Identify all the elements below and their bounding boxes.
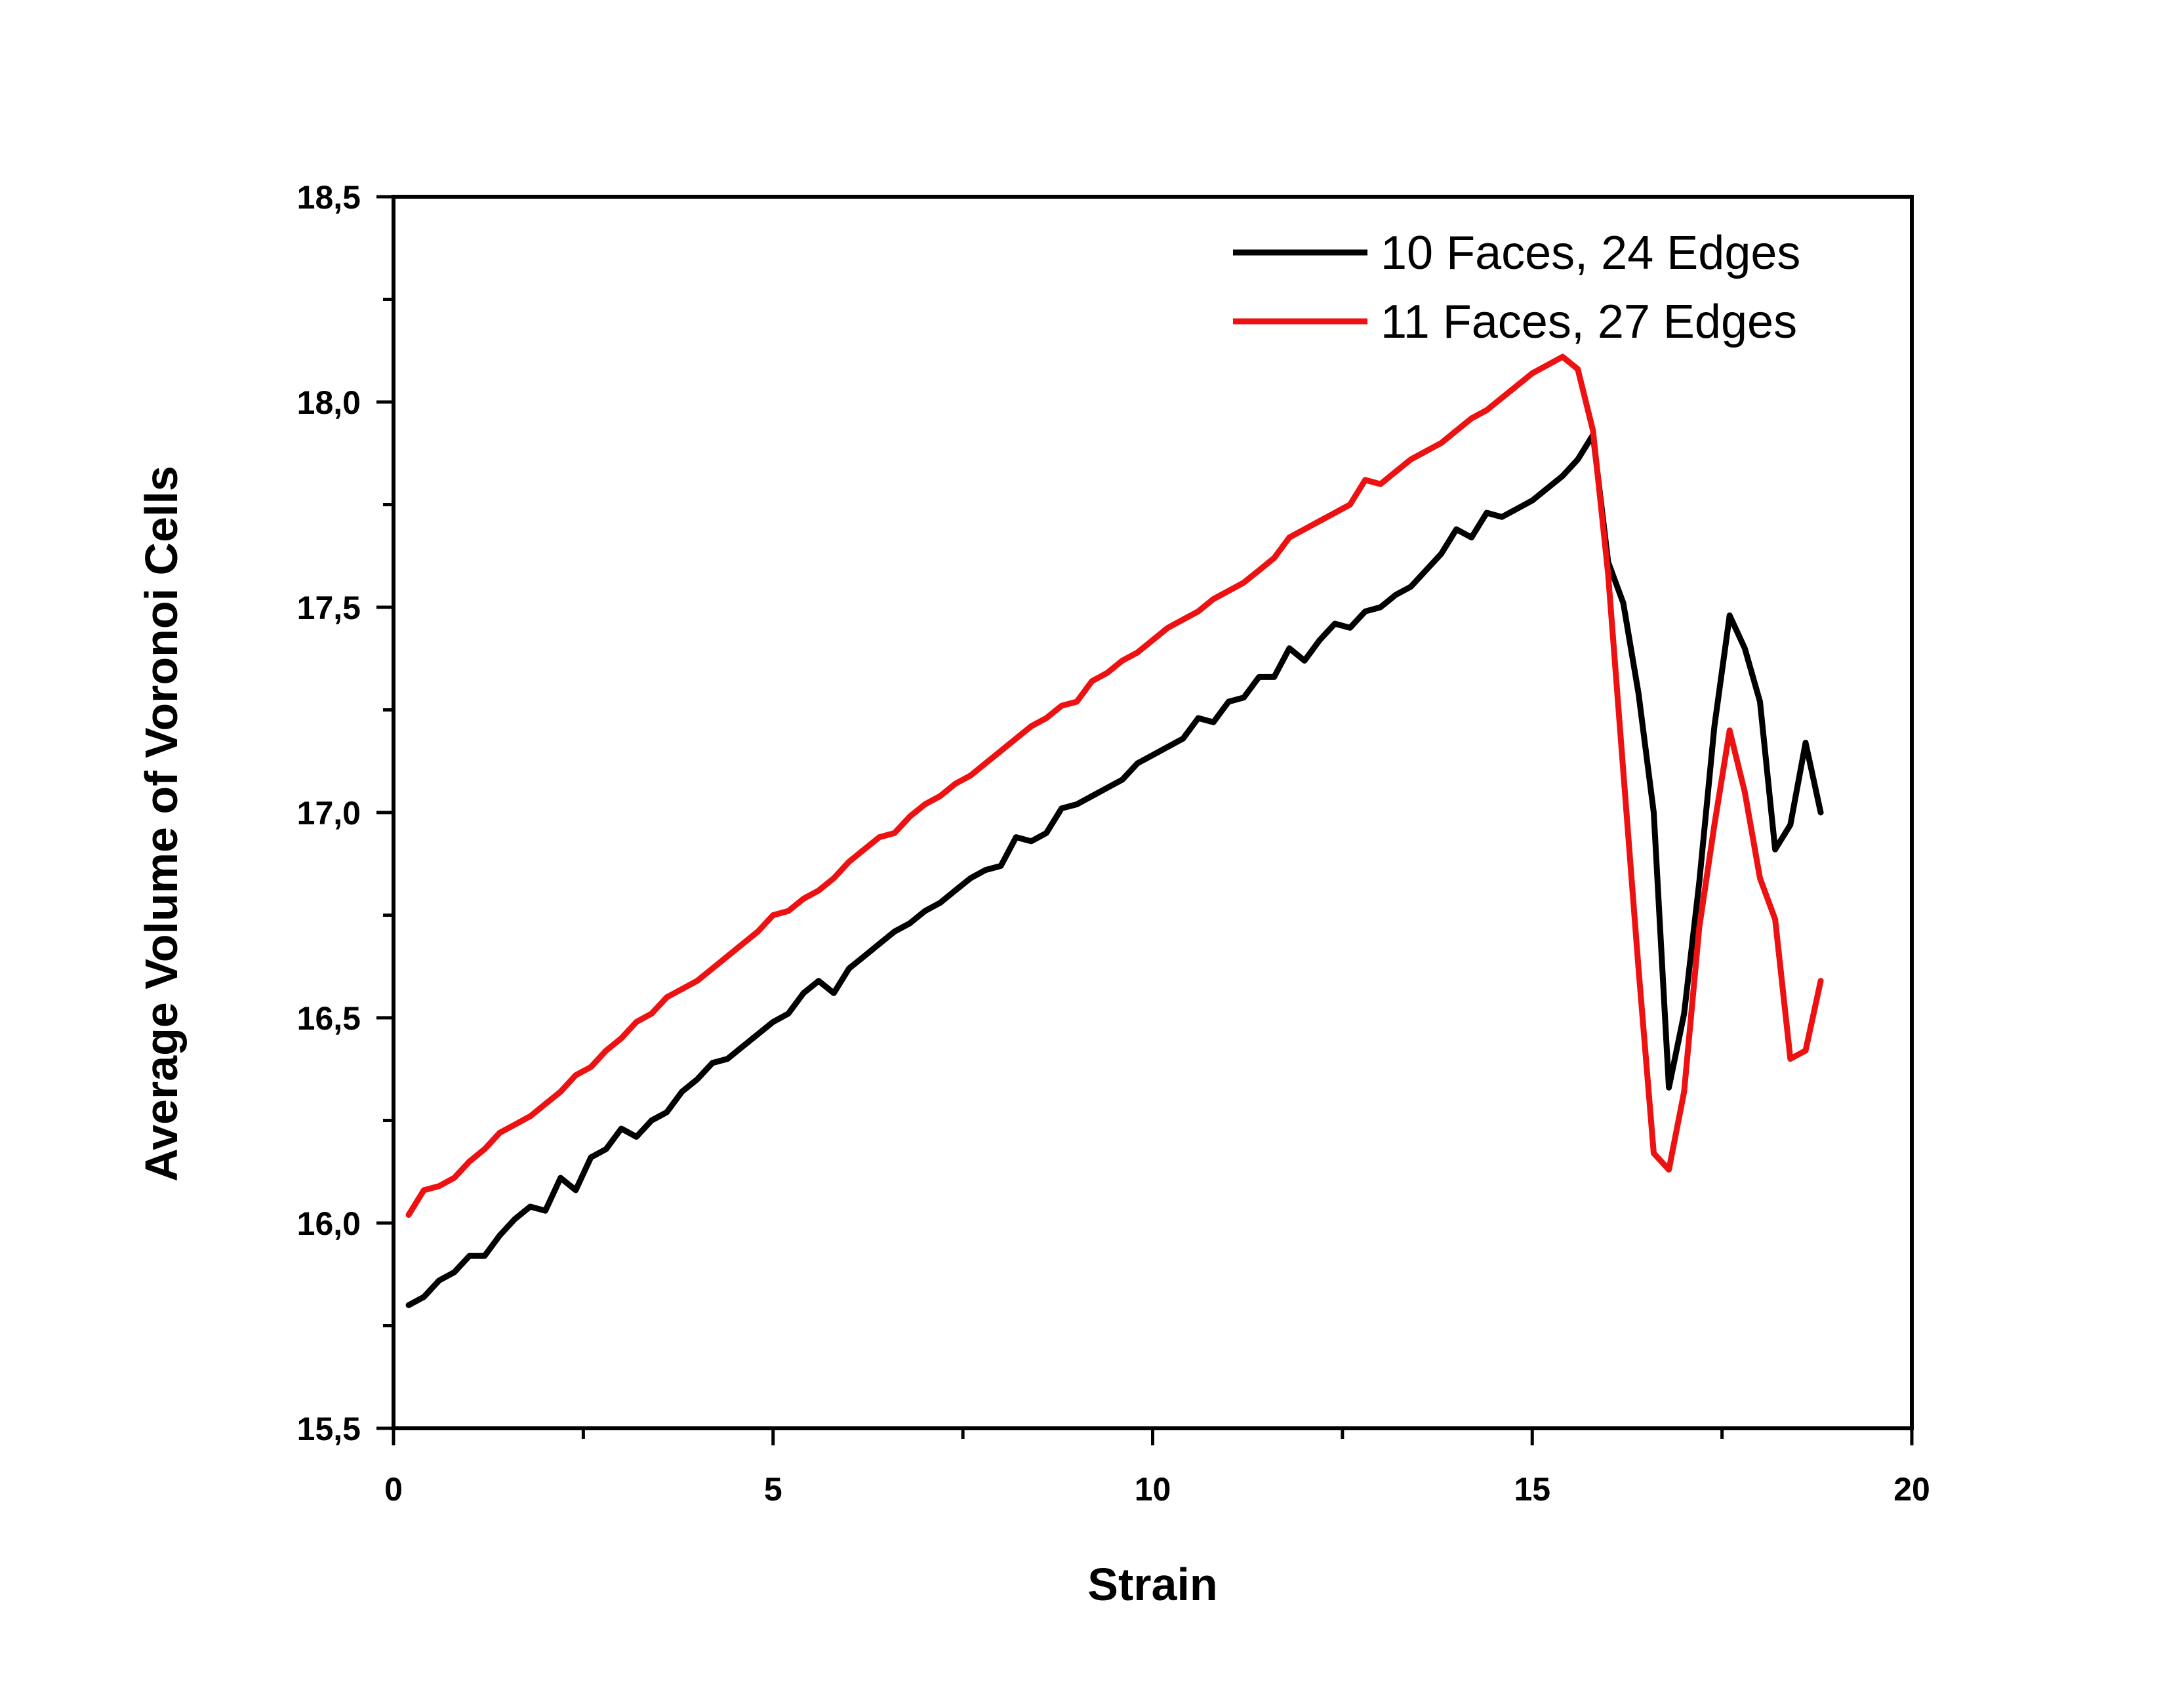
legend-label-11-faces: 11 Faces, 27 Edges <box>1381 296 1797 348</box>
legend: 10 Faces, 24 Edges 11 Faces, 27 Edges <box>1233 227 1800 348</box>
x-tick-label: 20 <box>1893 1471 1930 1508</box>
y-tick-label: 18,5 <box>297 179 361 216</box>
series-line-0 <box>405 432 1824 1308</box>
y-tick-label: 16,5 <box>297 1000 361 1037</box>
x-tick-label: 5 <box>764 1471 782 1508</box>
x-tick-label: 15 <box>1514 1471 1550 1508</box>
x-tick-label: 0 <box>384 1471 403 1508</box>
y-tick-label: 18,0 <box>297 384 361 421</box>
x-tick-label: 10 <box>1135 1471 1171 1508</box>
axis-ticks <box>376 195 1914 1445</box>
legend-label-10-faces: 10 Faces, 24 Edges <box>1381 227 1800 279</box>
x-axis-title: Strain <box>1087 1559 1217 1610</box>
y-tick-label: 16,0 <box>297 1205 361 1242</box>
series-line-1 <box>405 353 1824 1218</box>
y-tick-label: 17,5 <box>297 590 361 626</box>
y-tick-label: 17,0 <box>297 795 361 832</box>
axis-tick-labels: 0 5 10 15 20 15,5 16,0 16,5 17,0 17,5 18,0 18,5 <box>297 179 1930 1508</box>
y-axis-title: Average Volume of Voronoi Cells <box>136 466 187 1182</box>
y-tick-label: 15,5 <box>297 1411 361 1447</box>
series-layer <box>405 353 1824 1308</box>
